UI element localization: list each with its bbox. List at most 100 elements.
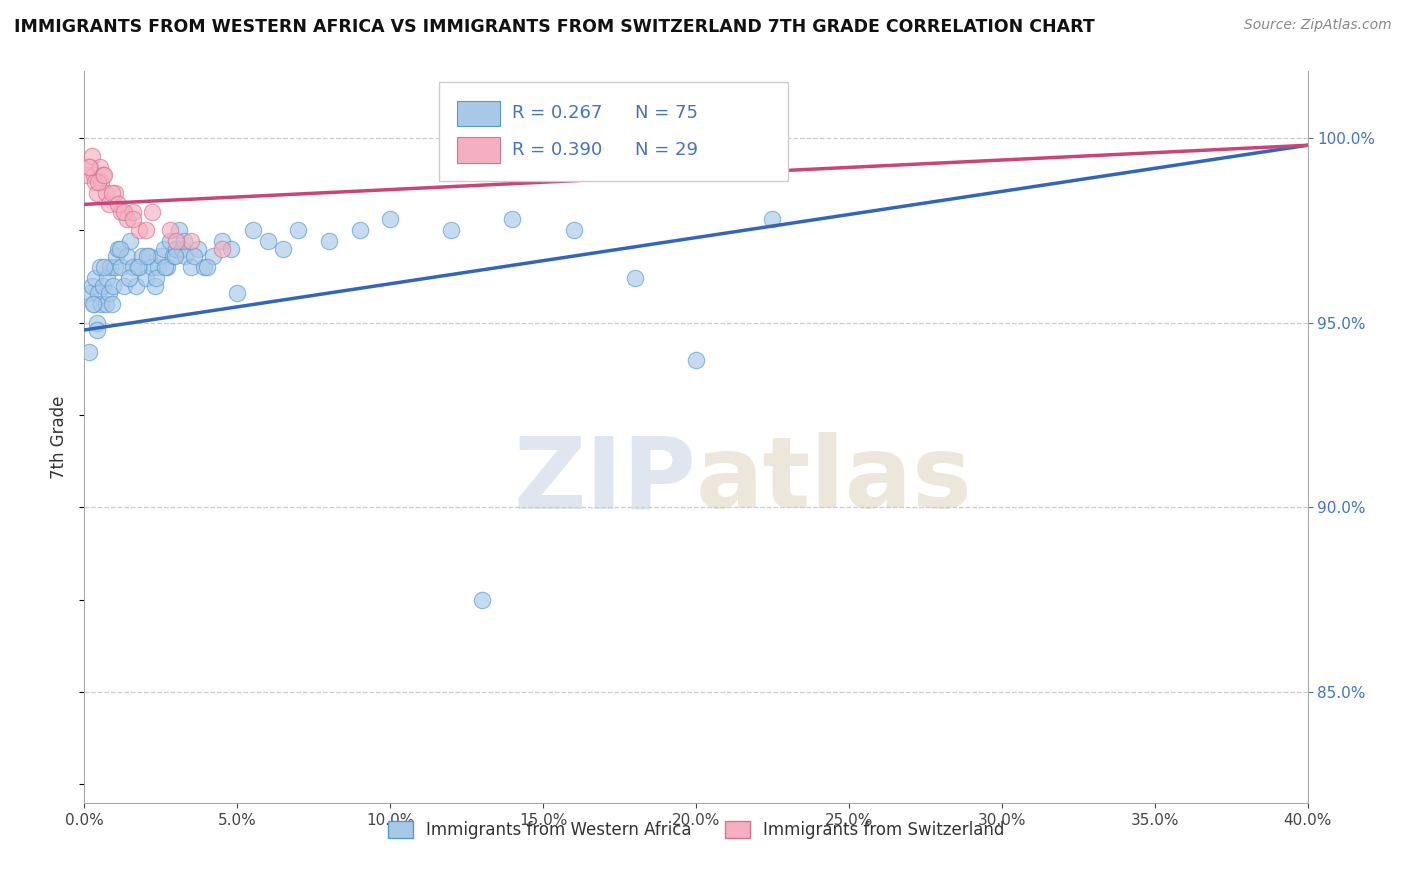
Point <box>257 235 280 249</box>
Point <box>80 278 103 293</box>
Point <box>159 223 181 237</box>
Point <box>141 204 163 219</box>
Point <box>82 297 104 311</box>
Point <box>211 235 233 249</box>
Text: IMMIGRANTS FROM WESTERN AFRICA VS IMMIGRANTS FROM SWITZERLAND 7TH GRADE CORRELAT: IMMIGRANTS FROM WESTERN AFRICA VS IMMIGR… <box>14 18 1095 36</box>
Text: N = 29: N = 29 <box>636 141 697 159</box>
Point <box>219 242 242 256</box>
Point <box>440 223 463 237</box>
Text: ZIP: ZIP <box>513 433 696 530</box>
Text: R = 0.267: R = 0.267 <box>513 104 603 122</box>
Point <box>180 260 202 274</box>
Point <box>122 212 145 227</box>
Point <box>141 260 163 274</box>
Point <box>193 260 215 274</box>
Point <box>110 204 132 219</box>
Point <box>87 285 110 300</box>
Point <box>98 260 121 274</box>
Point <box>149 249 172 263</box>
Point <box>90 175 112 189</box>
Point <box>153 242 176 256</box>
FancyBboxPatch shape <box>457 101 501 127</box>
Point <box>135 271 157 285</box>
Point <box>86 323 108 337</box>
Point <box>163 249 186 263</box>
Point <box>77 161 100 175</box>
Point <box>115 212 138 227</box>
Point <box>104 260 127 274</box>
Point <box>79 285 101 300</box>
Point <box>155 260 177 274</box>
Point <box>271 242 294 256</box>
Point <box>97 197 120 211</box>
Point <box>122 204 145 219</box>
Point <box>162 249 184 263</box>
Point <box>211 242 233 256</box>
Point <box>103 278 125 293</box>
Point <box>159 235 181 249</box>
Text: Source: ZipAtlas.com: Source: ZipAtlas.com <box>1244 18 1392 32</box>
Point <box>120 235 142 249</box>
Point <box>118 271 141 285</box>
Point <box>107 242 129 256</box>
Point <box>165 235 187 249</box>
Point <box>167 223 190 237</box>
Point <box>86 316 108 330</box>
Y-axis label: 7th Grade: 7th Grade <box>51 395 69 479</box>
Point <box>108 242 131 256</box>
Text: atlas: atlas <box>696 433 973 530</box>
Point <box>471 592 494 607</box>
Point <box>96 271 118 285</box>
Point <box>93 260 115 274</box>
Point <box>112 278 135 293</box>
Point <box>195 260 218 274</box>
Point <box>83 168 105 182</box>
Point <box>685 352 707 367</box>
Point <box>172 242 194 256</box>
Point <box>135 223 157 237</box>
Point <box>90 297 112 311</box>
Text: R = 0.390: R = 0.390 <box>513 141 603 159</box>
Point <box>201 249 224 263</box>
Point <box>143 278 166 293</box>
Point <box>86 186 108 201</box>
Point <box>146 260 169 274</box>
Point <box>93 168 115 182</box>
Point <box>76 168 98 182</box>
Point <box>318 235 340 249</box>
Point <box>138 249 160 263</box>
Point <box>94 297 117 311</box>
FancyBboxPatch shape <box>457 137 501 163</box>
Legend: Immigrants from Western Africa, Immigrants from Switzerland: Immigrants from Western Africa, Immigran… <box>381 814 1011 846</box>
Point <box>128 260 150 274</box>
Point <box>91 278 114 293</box>
Point <box>165 242 187 256</box>
Point <box>122 260 145 274</box>
Point <box>226 285 249 300</box>
Point <box>91 168 114 182</box>
Point <box>349 223 371 237</box>
Point <box>287 223 309 237</box>
Point <box>84 175 107 189</box>
Point <box>80 149 103 163</box>
Point <box>97 285 120 300</box>
FancyBboxPatch shape <box>439 82 787 181</box>
Point <box>502 212 524 227</box>
Point <box>94 186 117 201</box>
Point <box>84 271 107 285</box>
Point <box>89 161 111 175</box>
Point <box>83 297 105 311</box>
Point <box>180 235 202 249</box>
Point <box>104 186 127 201</box>
Point <box>173 235 195 249</box>
Point <box>242 223 264 237</box>
Point <box>562 223 585 237</box>
Point <box>624 271 647 285</box>
Point <box>183 249 205 263</box>
Point <box>127 260 149 274</box>
Point <box>101 186 124 201</box>
Point <box>101 297 124 311</box>
Point <box>761 212 783 227</box>
Point <box>156 260 179 274</box>
Point <box>112 204 135 219</box>
